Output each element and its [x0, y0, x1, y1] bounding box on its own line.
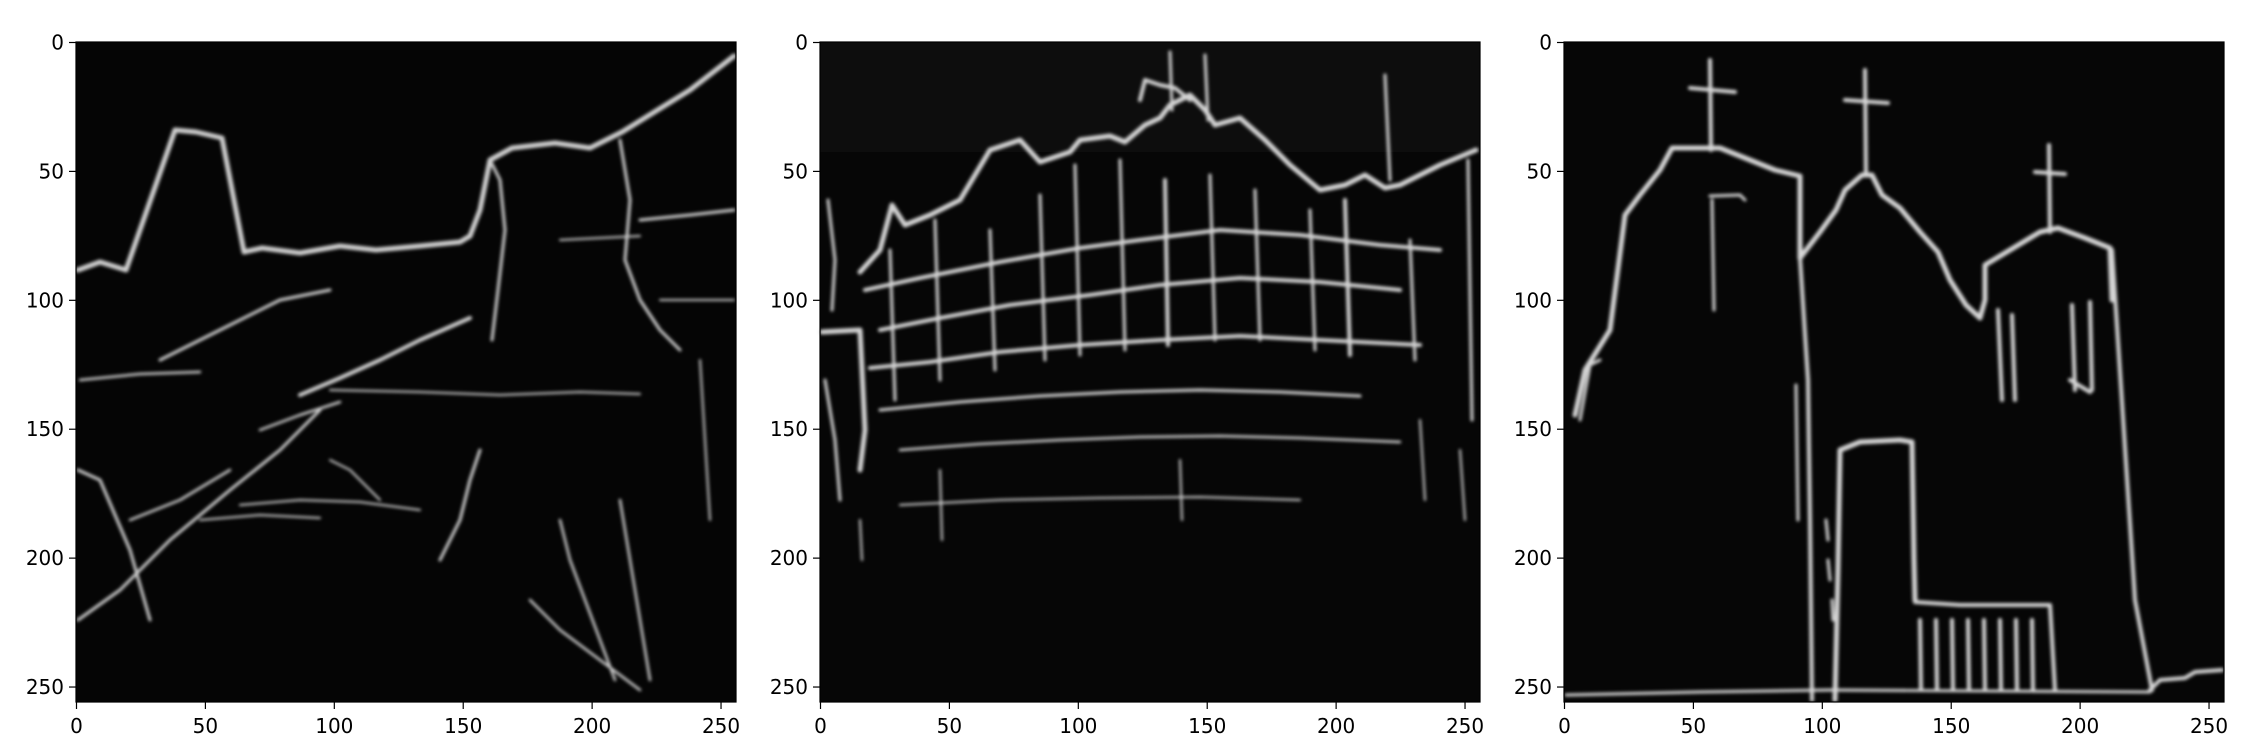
panel-3	[1563, 41, 2225, 703]
axes-frame	[1563, 41, 2225, 703]
y-tick-label: 100	[770, 288, 808, 312]
y-tick-label: 250	[26, 675, 64, 699]
axes-frame	[819, 41, 1481, 703]
panel-1	[75, 41, 737, 703]
y-tick-label: 250	[1514, 675, 1552, 699]
x-tick-label: 200	[573, 714, 611, 738]
edge-drawing	[1564, 58, 2224, 703]
y-tick-label: 0	[795, 31, 808, 55]
y-tick-label: 100	[1514, 288, 1552, 312]
x-tick-label: 0	[70, 714, 83, 738]
x-tick-label: 200	[2061, 714, 2099, 738]
x-tick-label: 150	[444, 714, 482, 738]
x-tick-label: 50	[937, 714, 962, 738]
x-tick-label: 0	[814, 714, 827, 738]
y-tick-label: 150	[26, 417, 64, 441]
y-tick-label: 50	[39, 159, 64, 183]
y-tick-label: 0	[1539, 31, 1552, 55]
x-tick-label: 250	[1446, 714, 1484, 738]
axes-frame	[75, 41, 737, 703]
x-tick-label: 50	[193, 714, 218, 738]
y-tick-label: 150	[770, 417, 808, 441]
x-tick-label: 200	[1317, 714, 1355, 738]
edge-drawing	[76, 53, 736, 692]
x-tick-label: 50	[1681, 714, 1706, 738]
y-tick-label: 50	[783, 159, 808, 183]
x-tick-label: 150	[1188, 714, 1226, 738]
x-tick-label: 100	[1803, 714, 1841, 738]
y-tick-label: 200	[26, 546, 64, 570]
x-tick-label: 250	[702, 714, 740, 738]
x-tick-label: 100	[315, 714, 353, 738]
x-tick-label: 150	[1932, 714, 1970, 738]
y-tick-label: 50	[1527, 159, 1552, 183]
y-tick-label: 200	[1514, 546, 1552, 570]
y-tick-label: 150	[1514, 417, 1552, 441]
edge-drawing	[819, 50, 1479, 561]
y-tick-label: 0	[51, 31, 64, 55]
image-area	[1564, 42, 2224, 702]
y-tick-label: 200	[770, 546, 808, 570]
y-tick-label: 100	[26, 288, 64, 312]
panel-2	[819, 41, 1481, 703]
x-tick-label: 100	[1059, 714, 1097, 738]
x-tick-label: 250	[2190, 714, 2228, 738]
y-tick-label: 250	[770, 675, 808, 699]
x-tick-label: 0	[1558, 714, 1571, 738]
